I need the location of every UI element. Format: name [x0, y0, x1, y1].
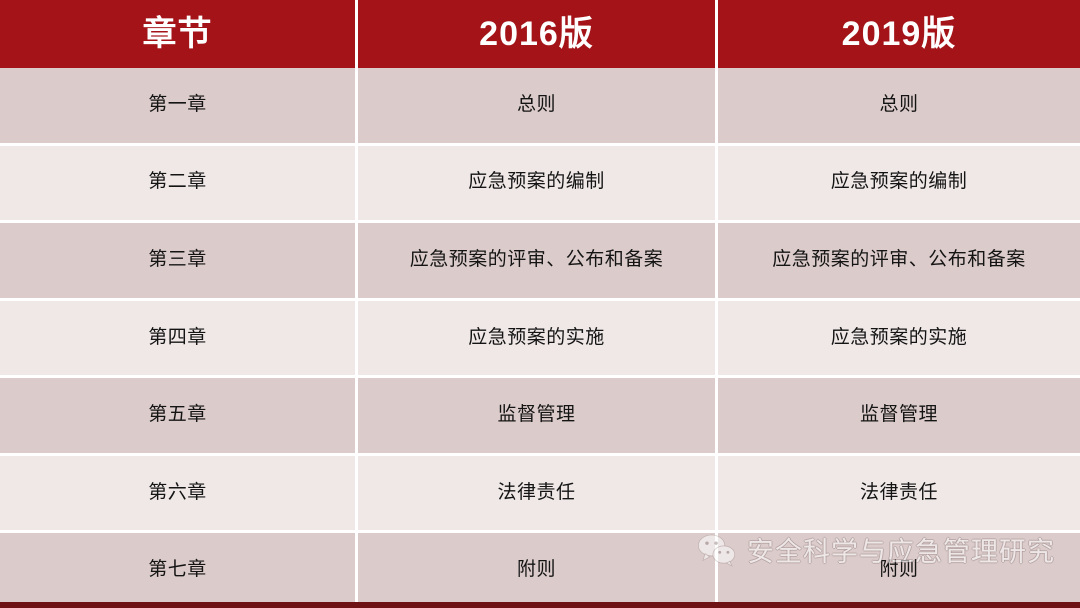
cell-2019-label: 应急预案的实施 [830, 326, 968, 348]
column-header-2016-label: 2016版 [479, 15, 594, 53]
cell-2019-label: 应急预案的评审、公布和备案 [772, 249, 1026, 271]
cell-2019: 应急预案的评审、公布和备案 [718, 223, 1080, 298]
cell-2016-label: 应急预案的编制 [468, 171, 605, 193]
column-header-2016: 2016版 [358, 0, 715, 68]
cell-chapter-label: 第六章 [148, 481, 207, 503]
column-header-chapter: 章节 [0, 0, 355, 68]
cell-chapter-label: 第五章 [148, 404, 207, 426]
cell-chapter: 第三章 [0, 223, 355, 298]
cell-2016: 监督管理 [358, 378, 715, 453]
column-header-chapter-label: 章节 [142, 15, 213, 53]
cell-chapter-label: 第三章 [148, 249, 207, 271]
column-header-2019-label: 2019版 [841, 15, 957, 53]
column-header-2019: 2019版 [718, 0, 1080, 68]
cell-2019-label: 总则 [879, 93, 919, 115]
cell-chapter: 第四章 [0, 300, 355, 376]
table-row: 第七章 附则 附则 [0, 533, 1080, 608]
cell-2019: 监督管理 [718, 378, 1080, 453]
cell-2016: 应急预案的实施 [358, 300, 715, 376]
cell-chapter-label: 第二章 [148, 171, 207, 193]
bottom-accent-bar [0, 602, 1080, 608]
cell-2016-label: 法律责任 [497, 481, 576, 503]
cell-2019: 应急预案的实施 [718, 300, 1080, 376]
cell-2016-label: 总则 [516, 93, 556, 115]
cell-2016-label: 应急预案的评审、公布和备案 [409, 249, 664, 271]
cell-chapter-label: 第七章 [148, 559, 207, 581]
cell-chapter: 第五章 [0, 378, 355, 453]
table-row: 第三章 应急预案的评审、公布和备案 应急预案的评审、公布和备案 [0, 223, 1080, 298]
cell-2019-label: 法律责任 [859, 481, 938, 503]
cell-2019: 应急预案的编制 [718, 145, 1080, 221]
table-row: 第六章 法律责任 法律责任 [0, 455, 1080, 531]
cell-2016-label: 监督管理 [497, 404, 576, 426]
cell-2016: 附则 [358, 533, 715, 608]
cell-2016-label: 应急预案的实施 [468, 326, 605, 348]
cell-2019: 附则 [718, 533, 1080, 608]
cell-chapter: 第六章 [0, 455, 355, 531]
table-row: 第四章 应急预案的实施 应急预案的实施 [0, 300, 1080, 376]
cell-2019-label: 附则 [879, 559, 919, 581]
cell-2016: 法律责任 [358, 455, 715, 531]
cell-2016: 总则 [358, 68, 715, 143]
cell-2016: 应急预案的评审、公布和备案 [358, 223, 715, 298]
table-header-row: 章节 2016版 2019版 [0, 0, 1080, 68]
cell-chapter-label: 第一章 [148, 93, 207, 115]
table-body: 第一章 总则 总则 第二章 应急预案的编制 应急预案的编制 第三章 [0, 68, 1080, 608]
cell-chapter: 第二章 [0, 145, 355, 221]
cell-chapter: 第一章 [0, 68, 355, 143]
cell-chapter-label: 第四章 [148, 326, 207, 348]
table-row: 第五章 监督管理 监督管理 [0, 378, 1080, 453]
cell-2019: 法律责任 [718, 455, 1080, 531]
cell-2019-label: 应急预案的编制 [830, 171, 968, 193]
table-row: 第二章 应急预案的编制 应急预案的编制 [0, 145, 1080, 221]
cell-2019: 总则 [718, 68, 1080, 143]
cell-chapter: 第七章 [0, 533, 355, 608]
cell-2016: 应急预案的编制 [358, 145, 715, 221]
cell-2019-label: 监督管理 [859, 404, 938, 426]
cell-2016-label: 附则 [516, 559, 556, 581]
table-row: 第一章 总则 总则 [0, 68, 1080, 143]
